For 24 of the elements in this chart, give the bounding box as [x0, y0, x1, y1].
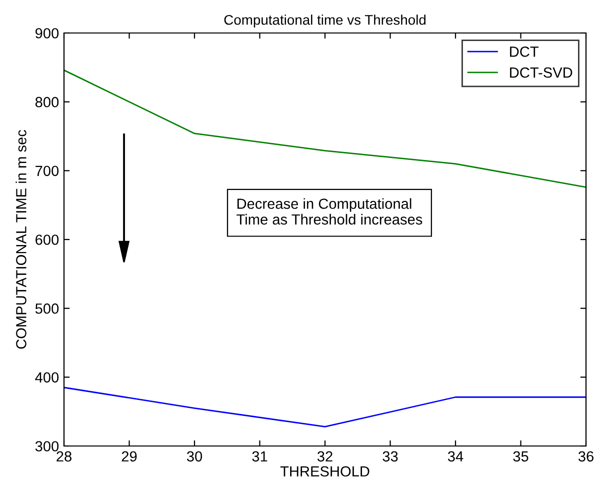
y-tick-label: 600	[36, 234, 59, 245]
x-tick-label: 33	[382, 451, 398, 462]
y-tick-label: 800	[35, 96, 59, 108]
legend-label: DCT-SVD	[510, 67, 572, 78]
x-tick-label: 31	[252, 451, 268, 462]
x-tick-label: 28	[56, 451, 72, 462]
y-tick-label: 400	[35, 372, 59, 383]
y-axis-title: COMPUTATIONAL TIME in m sec	[16, 130, 26, 349]
y-tick-label: 900	[35, 28, 59, 38]
legend-label: DCT	[510, 46, 538, 57]
x-tick-label: 29	[122, 451, 137, 462]
x-tick-label: 30	[186, 451, 202, 462]
y-tick-label: 300	[35, 441, 59, 452]
x-tick-label: 35	[513, 451, 528, 462]
x-tick-label: 34	[448, 451, 464, 462]
x-tick-label: 32	[317, 451, 332, 462]
y-tick-label: 700	[36, 166, 59, 176]
annotation: Decrease in Computational Time as Threshold increases	[236, 198, 422, 225]
x-tick-label: 36	[578, 451, 594, 462]
x-axis-title: THRESHOLD	[280, 466, 370, 477]
line-series	[64, 69, 586, 188]
line-series	[64, 386, 586, 428]
y-tick-label: 500	[35, 303, 59, 314]
chart-title: Computational time vs Threshold	[224, 14, 426, 28]
